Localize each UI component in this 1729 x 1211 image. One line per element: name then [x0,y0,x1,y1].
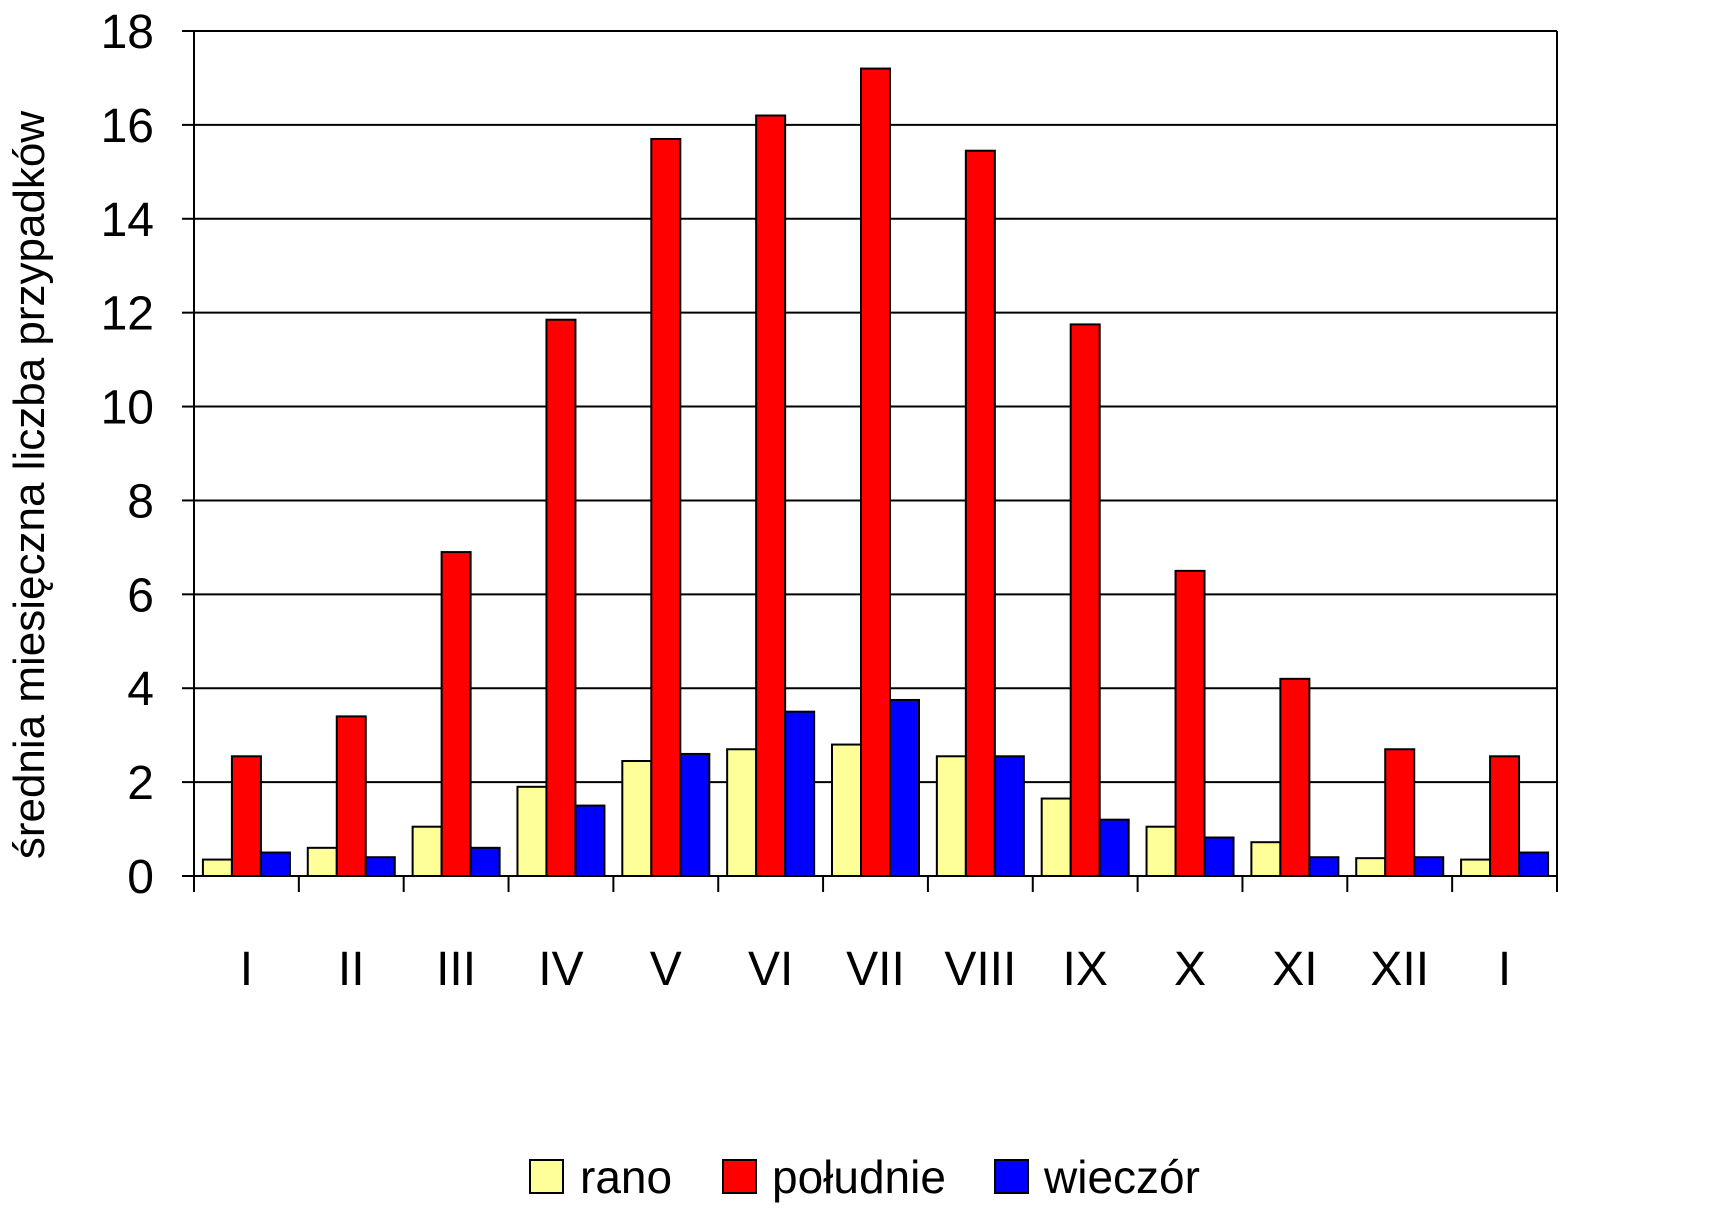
bar-południe-2 [440,551,472,878]
bar-południe-9 [1174,569,1206,877]
bar-południe-12 [1489,755,1521,877]
y-tick-labels: 0 2 4 6 8 10 12 14 16 18 [101,6,154,904]
bar-południe-11 [1384,748,1416,877]
y-tick-label: 8 [127,475,154,528]
x-tick-label: IX [1063,943,1108,996]
bar-rano-4 [621,759,653,877]
y-tick-label: 0 [127,851,154,904]
bar-rano-5 [726,748,758,877]
y-tick-label: 10 [101,382,154,435]
bar-wieczór-1 [364,856,396,877]
y-tick-label: 16 [101,100,154,153]
x-tick-label: IV [538,943,583,996]
y-tick-label: 14 [101,194,154,247]
bar-południe-6 [860,67,891,877]
bar-rano-6 [831,743,862,877]
bar-wieczór-11 [1413,856,1445,877]
x-tick-label: X [1174,943,1206,996]
bar-południe-8 [1069,323,1101,877]
legend-label-południe: południe [772,1151,946,1203]
x-tick-label: VI [748,943,793,996]
y-tick-label: 6 [127,569,154,622]
bar-południe-0 [230,755,262,877]
bar-południe-5 [755,114,787,877]
bar-rano-7 [935,755,967,877]
legend-swatch-rano [529,1159,564,1194]
bar-rano-9 [1145,825,1177,878]
x-tick-label: III [436,943,476,996]
legend-swatch-południe [722,1159,757,1194]
bar-rano-2 [411,825,443,878]
bar-wieczór-3 [574,804,606,878]
y-tick-label: 12 [101,288,154,341]
bar-rano-0 [201,858,233,878]
legend-label-rano: rano [580,1151,672,1203]
bar-wieczór-9 [1203,836,1235,878]
x-tick-label: XI [1272,943,1317,996]
legend-label-wieczór: wieczór [1043,1151,1200,1203]
bar-wieczór-2 [469,846,501,878]
bar-wieczór-4 [679,752,711,877]
x-tick-label: I [1498,943,1511,996]
legend-swatch-wieczór [994,1159,1029,1194]
bar-południe-3 [545,318,577,877]
axes [182,30,1558,892]
bar-rano-10 [1250,841,1282,878]
bar-rano-11 [1355,857,1387,877]
bar-wieczór-10 [1308,856,1340,877]
bar-rano-8 [1040,797,1072,877]
y-tick-label: 4 [127,663,154,716]
bar-wieczór-5 [784,710,816,877]
x-tick-label: I [240,943,253,996]
x-tick-label: VII [846,943,905,996]
x-tick-label: V [650,943,682,996]
bar-wieczór-12 [1518,851,1550,878]
x-tick-labels: I II III IV V VI VII VIII IX X XI XII I [240,943,1511,996]
legend: rano południe wieczór [529,1151,1200,1203]
y-tick-label: 2 [127,757,154,810]
x-tick-label: XII [1370,943,1429,996]
bar-południe-10 [1279,677,1311,878]
bar-rano-3 [516,785,548,877]
bar-wieczór-6 [889,698,920,878]
bar-wieczór-8 [1098,818,1130,877]
x-tick-label: VIII [944,943,1016,996]
bar-południe-1 [335,715,367,878]
bar-rano-1 [306,846,338,878]
bar-wieczór-0 [259,851,291,878]
y-axis-title: średnia miesięczna liczba przypadków [5,111,54,860]
bar-południe-7 [964,149,996,877]
bar-wieczór-7 [993,755,1025,877]
bar-rano-12 [1460,858,1492,878]
y-tick-label: 18 [101,6,154,59]
bar-południe-4 [650,137,682,878]
x-tick-label: II [338,943,365,996]
